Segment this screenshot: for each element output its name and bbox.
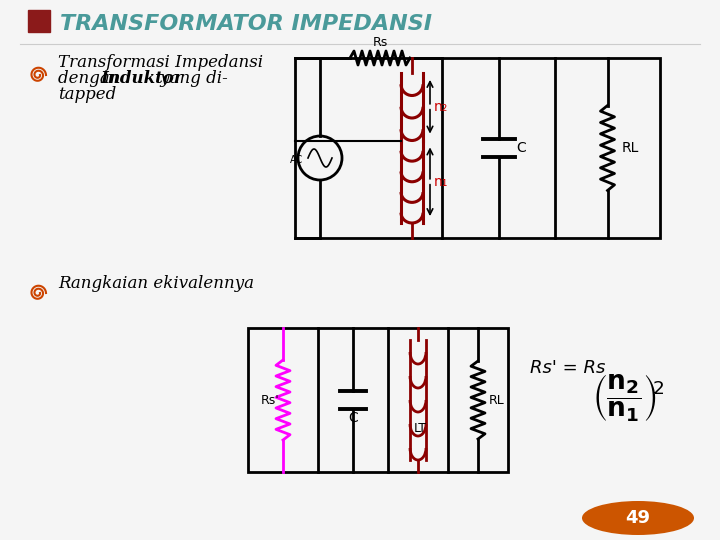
Text: dengan: dengan xyxy=(58,70,126,87)
Text: TRANSFORMATOR IMPEDANSI: TRANSFORMATOR IMPEDANSI xyxy=(60,14,432,34)
Text: Induktor: Induktor xyxy=(100,70,183,87)
Text: LT: LT xyxy=(413,422,426,435)
Text: RL: RL xyxy=(489,394,505,407)
Text: yang di-: yang di- xyxy=(155,70,228,87)
Text: AC: AC xyxy=(290,155,303,165)
Text: Rs: Rs xyxy=(372,36,387,49)
Text: Rangkaian ekivalennya: Rangkaian ekivalennya xyxy=(58,275,254,292)
Text: Rs' = Rs: Rs' = Rs xyxy=(530,359,606,377)
Text: C: C xyxy=(516,141,526,155)
Text: C: C xyxy=(348,411,358,425)
Text: tapped: tapped xyxy=(58,86,116,103)
Text: n₂: n₂ xyxy=(434,100,449,114)
Text: n₁: n₁ xyxy=(434,175,449,189)
Bar xyxy=(28,10,50,32)
Text: $\left(\dfrac{\mathbf{n_2}}{\mathbf{n_1}}\right)^{\!\!2}$: $\left(\dfrac{\mathbf{n_2}}{\mathbf{n_1}… xyxy=(592,373,665,423)
Bar xyxy=(295,58,660,238)
Text: Transformasi Impedansi: Transformasi Impedansi xyxy=(58,54,263,71)
Bar xyxy=(248,328,508,472)
Text: 49: 49 xyxy=(626,509,650,527)
Text: Rs': Rs' xyxy=(261,394,280,407)
Ellipse shape xyxy=(582,501,694,535)
Text: RL: RL xyxy=(621,141,639,155)
